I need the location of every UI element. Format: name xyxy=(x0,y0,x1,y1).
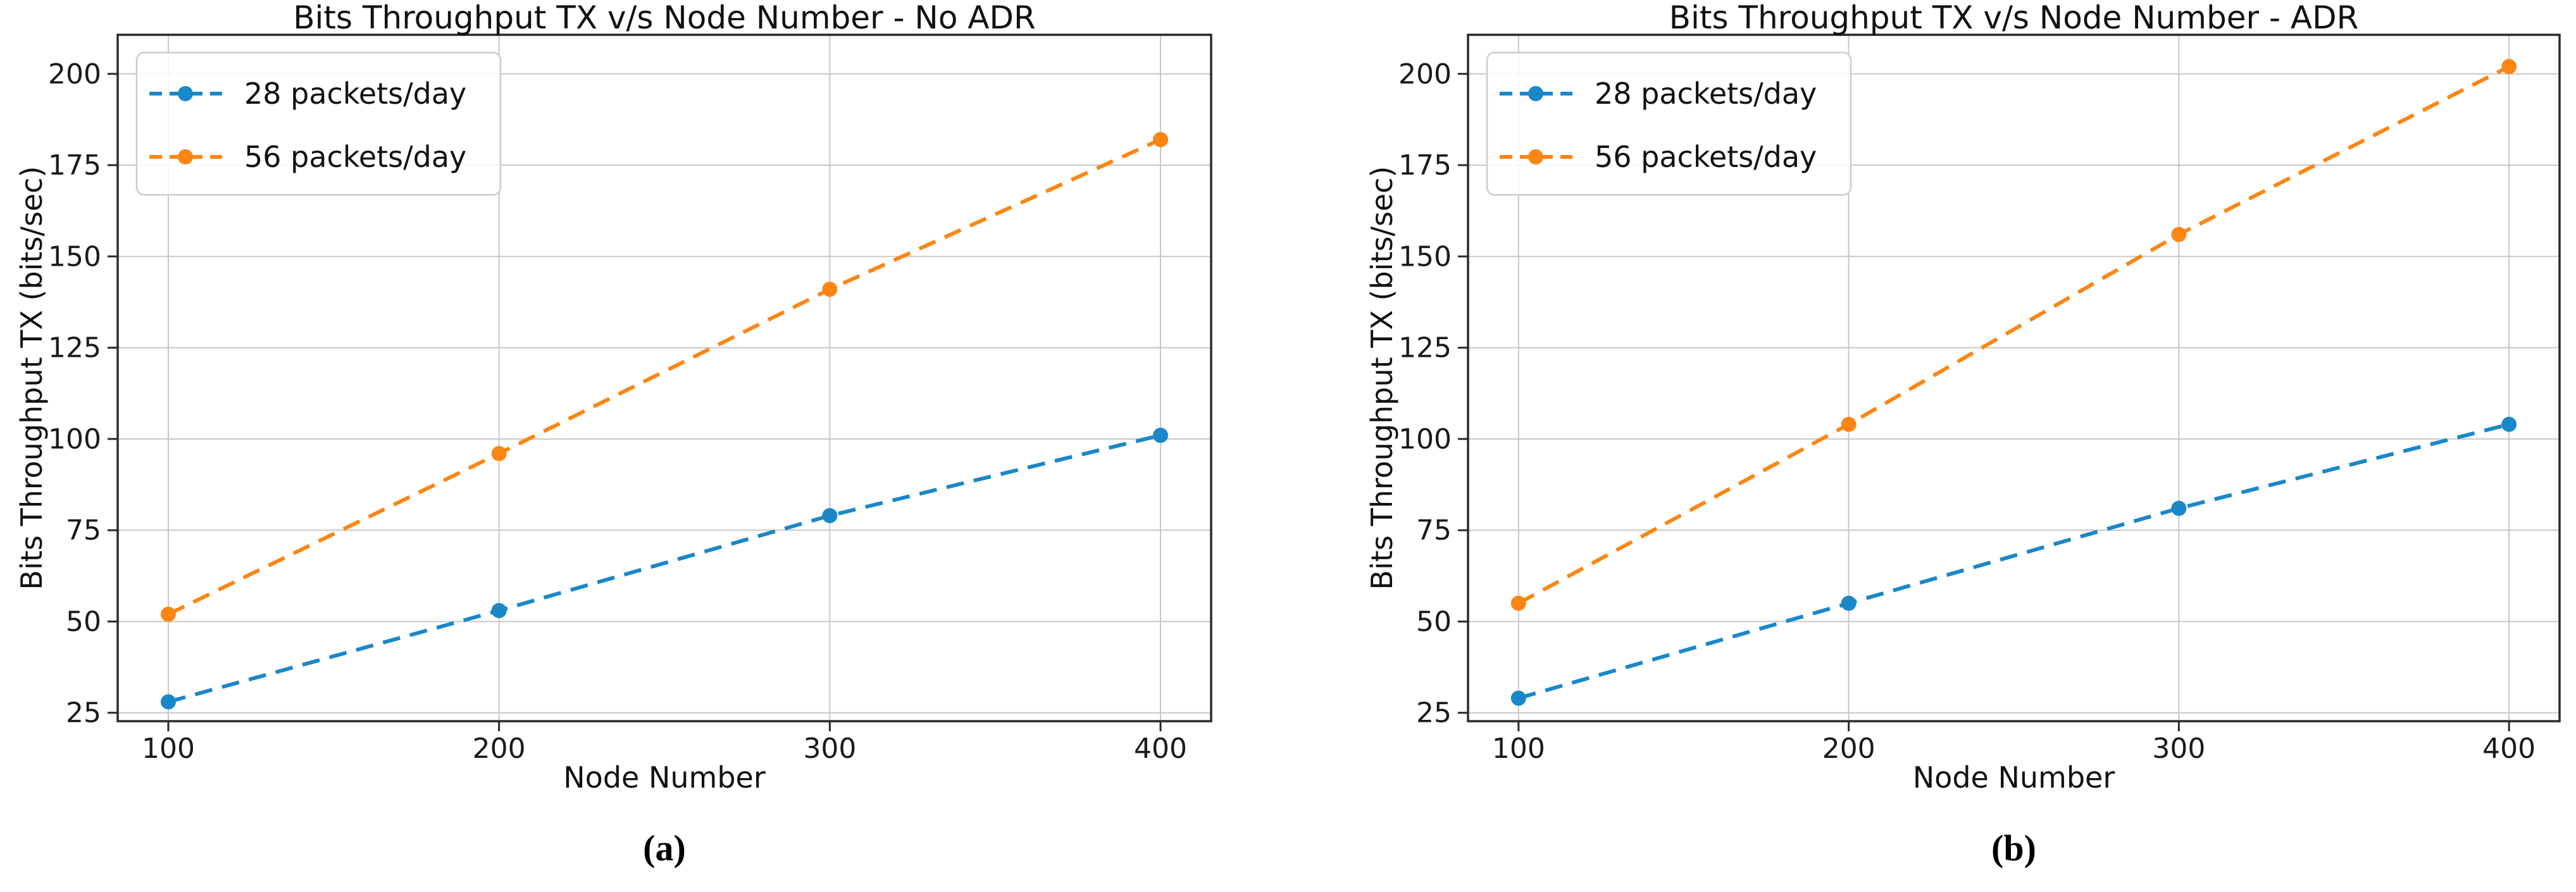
data-point-marker xyxy=(1841,416,1857,432)
data-point-marker xyxy=(160,606,176,622)
data-point-marker xyxy=(2501,416,2517,432)
series-line-56-packets-day xyxy=(1517,65,2510,605)
x-tick-label: 400 xyxy=(2482,733,2536,765)
y-axis-label: Bits Throughput TX (bits/sec) xyxy=(1365,166,1399,590)
x-tick-label: 200 xyxy=(473,733,526,765)
data-point-marker xyxy=(1153,132,1169,147)
x-axis-label: Node Number xyxy=(563,760,766,795)
y-tick-label: 125 xyxy=(1398,332,1452,364)
y-tick-label: 50 xyxy=(66,605,101,638)
y-tick-label: 25 xyxy=(66,697,101,729)
x-tick-label: 100 xyxy=(1492,733,1545,765)
x-tick-label: 300 xyxy=(2152,733,2205,765)
y-tick-label: 50 xyxy=(1416,605,1452,638)
data-point-marker xyxy=(491,445,507,461)
data-point-marker xyxy=(1153,428,1169,443)
y-axis-label: Bits Throughput TX (bits/sec) xyxy=(15,166,49,590)
chart-a-no-adr: 25 50 75 100 125 150 175 200 100 200 300 400 28 pack… xyxy=(15,0,1212,869)
series-line-28-packets-day xyxy=(168,433,1161,704)
legend-label: 28 packets/day xyxy=(244,77,466,111)
subfigure-caption: (b) xyxy=(1991,827,2036,869)
x-tick-label: 200 xyxy=(1822,733,1876,765)
y-tick-label: 75 xyxy=(1416,514,1452,547)
data-point-marker xyxy=(2171,500,2187,516)
x-tick-label: 300 xyxy=(803,733,856,765)
data-point-marker xyxy=(822,282,838,297)
y-tick-label: 100 xyxy=(48,423,101,455)
y-tick-label: 175 xyxy=(1398,149,1452,182)
legend-label: 56 packets/day xyxy=(244,140,466,174)
chart-a-canvas: 25 50 75 100 125 150 175 200 100 200 300 400 28 pack… xyxy=(15,0,1212,869)
subfigure-caption: (a) xyxy=(643,827,686,869)
legend-label: 56 packets/day xyxy=(1595,140,1817,174)
x-tick-label: 100 xyxy=(142,733,195,765)
x-axis-label: Node Number xyxy=(1913,760,2115,795)
y-tick-label: 175 xyxy=(48,149,101,182)
y-tick-label: 125 xyxy=(48,332,101,364)
chart-b-canvas: 25 50 75 100 125 150 175 200 100 200 300 400 28 pack… xyxy=(1365,0,2561,869)
series-line-56-packets-day xyxy=(167,137,1162,616)
data-point-marker xyxy=(160,694,176,710)
legend-box xyxy=(1486,51,1852,196)
y-tick-label: 150 xyxy=(48,240,101,273)
y-tick-label: 75 xyxy=(66,514,101,547)
data-point-marker xyxy=(491,603,507,619)
y-tick-label: 200 xyxy=(1398,58,1452,90)
legend-sample-marker xyxy=(178,86,193,101)
series-line-28-packets-day xyxy=(1518,422,2510,700)
data-point-marker xyxy=(1841,595,1857,611)
data-point-marker xyxy=(1510,690,1526,706)
chart-title: Bits Throughput TX v/s Node Number - No … xyxy=(293,0,1036,36)
x-tick-label: 400 xyxy=(1134,733,1187,765)
y-tick-label: 150 xyxy=(1398,240,1452,273)
data-point-marker xyxy=(1510,595,1526,611)
plot-border xyxy=(116,34,1212,722)
chart-b-adr: 25 50 75 100 125 150 175 200 100 200 300 400 28 pack… xyxy=(1288,0,2575,892)
data-point-marker xyxy=(2501,59,2517,75)
legend-box xyxy=(135,51,502,196)
plot-border xyxy=(1467,34,2561,722)
y-tick-label: 100 xyxy=(1398,423,1452,455)
data-point-marker xyxy=(822,508,838,524)
legend-sample-marker xyxy=(1528,86,1543,101)
y-tick-label: 25 xyxy=(1416,697,1452,729)
data-point-marker xyxy=(2171,226,2187,242)
legend-sample-marker xyxy=(1528,149,1543,164)
legend-sample-marker xyxy=(178,149,193,164)
y-tick-label: 200 xyxy=(48,58,101,90)
chart-title: Bits Throughput TX v/s Node Number - ADR xyxy=(1669,0,2359,36)
legend-label: 28 packets/day xyxy=(1595,77,1817,111)
